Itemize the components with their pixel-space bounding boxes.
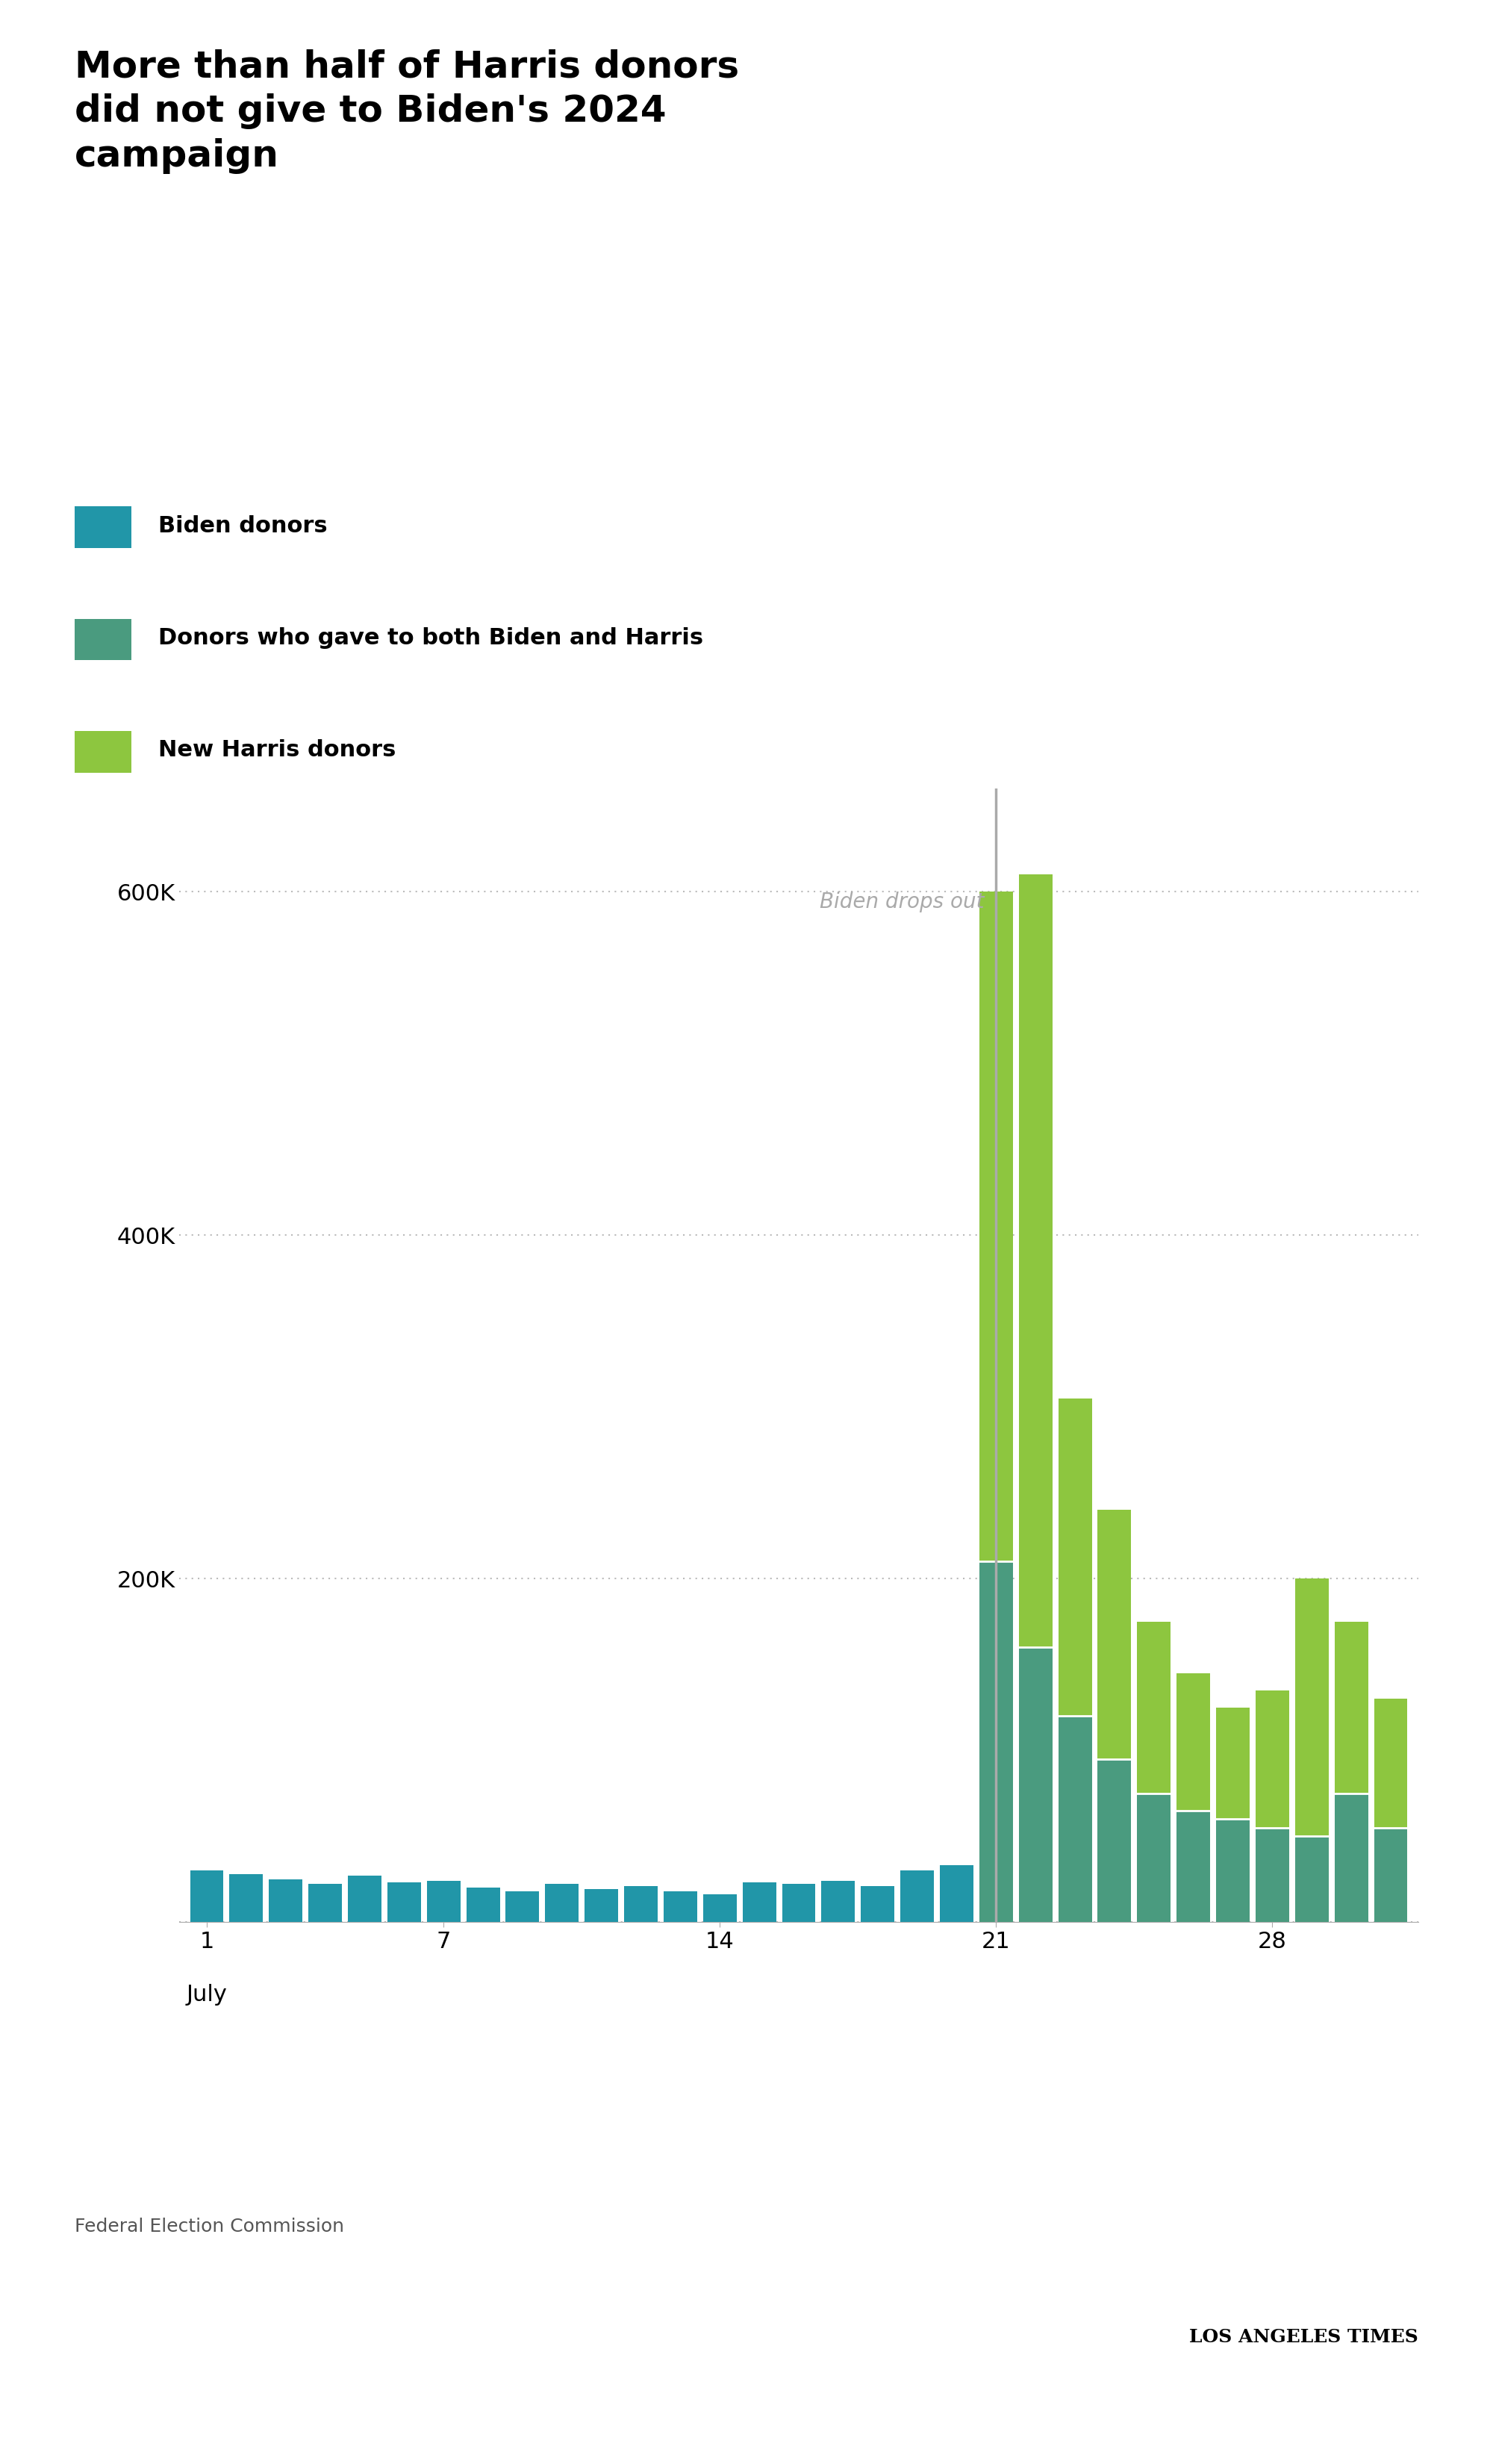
Bar [585,1890,618,1922]
Bar [1294,1836,1329,1922]
Bar [1138,1621,1171,1794]
Bar [309,1885,342,1922]
Bar [742,1882,776,1922]
Bar [1097,1510,1132,1759]
Bar [348,1875,381,1922]
Bar [75,508,131,549]
Bar [861,1885,894,1922]
Text: New Harris donors: New Harris donors [158,739,396,761]
Bar [1374,1828,1408,1922]
Bar [979,1562,1012,1922]
Text: Biden drops out: Biden drops out [820,892,984,912]
Bar [1256,1690,1288,1828]
Bar [427,1880,460,1922]
Bar [1059,1715,1091,1922]
Text: Biden donors: Biden donors [158,515,327,537]
Bar [1335,1794,1368,1922]
Bar [663,1890,697,1922]
Bar [506,1890,539,1922]
Bar [1217,1708,1250,1818]
Bar [466,1887,500,1922]
Bar [1335,1621,1368,1794]
Bar [1294,1579,1329,1836]
Bar [545,1885,579,1922]
Bar [230,1873,263,1922]
Bar [821,1880,855,1922]
Bar [624,1885,658,1922]
Bar [1176,1673,1211,1811]
Bar [1018,875,1053,1646]
Bar [75,732,131,774]
Bar [387,1882,421,1922]
Bar [1138,1794,1171,1922]
Bar [1018,1646,1053,1922]
Bar [1256,1828,1288,1922]
Bar [1176,1811,1211,1922]
Bar [75,618,131,660]
Bar [1217,1818,1250,1922]
Text: Federal Election Commission: Federal Election Commission [75,2218,343,2235]
Text: More than half of Harris donors
did not give to Biden's 2024
campaign: More than half of Harris donors did not … [75,49,739,175]
Text: Donors who gave to both Biden and Harris: Donors who gave to both Biden and Harris [158,628,703,648]
Bar [1097,1759,1132,1922]
Bar [190,1870,224,1922]
Bar [269,1880,303,1922]
Bar [1059,1397,1091,1715]
Bar [782,1885,815,1922]
Bar [703,1895,736,1922]
Bar [979,892,1012,1562]
Text: LOS ANGELES TIMES: LOS ANGELES TIMES [1190,2328,1418,2346]
Bar [1374,1698,1408,1828]
Bar [939,1865,973,1922]
Bar [900,1870,935,1922]
Text: July: July [187,1984,227,2006]
